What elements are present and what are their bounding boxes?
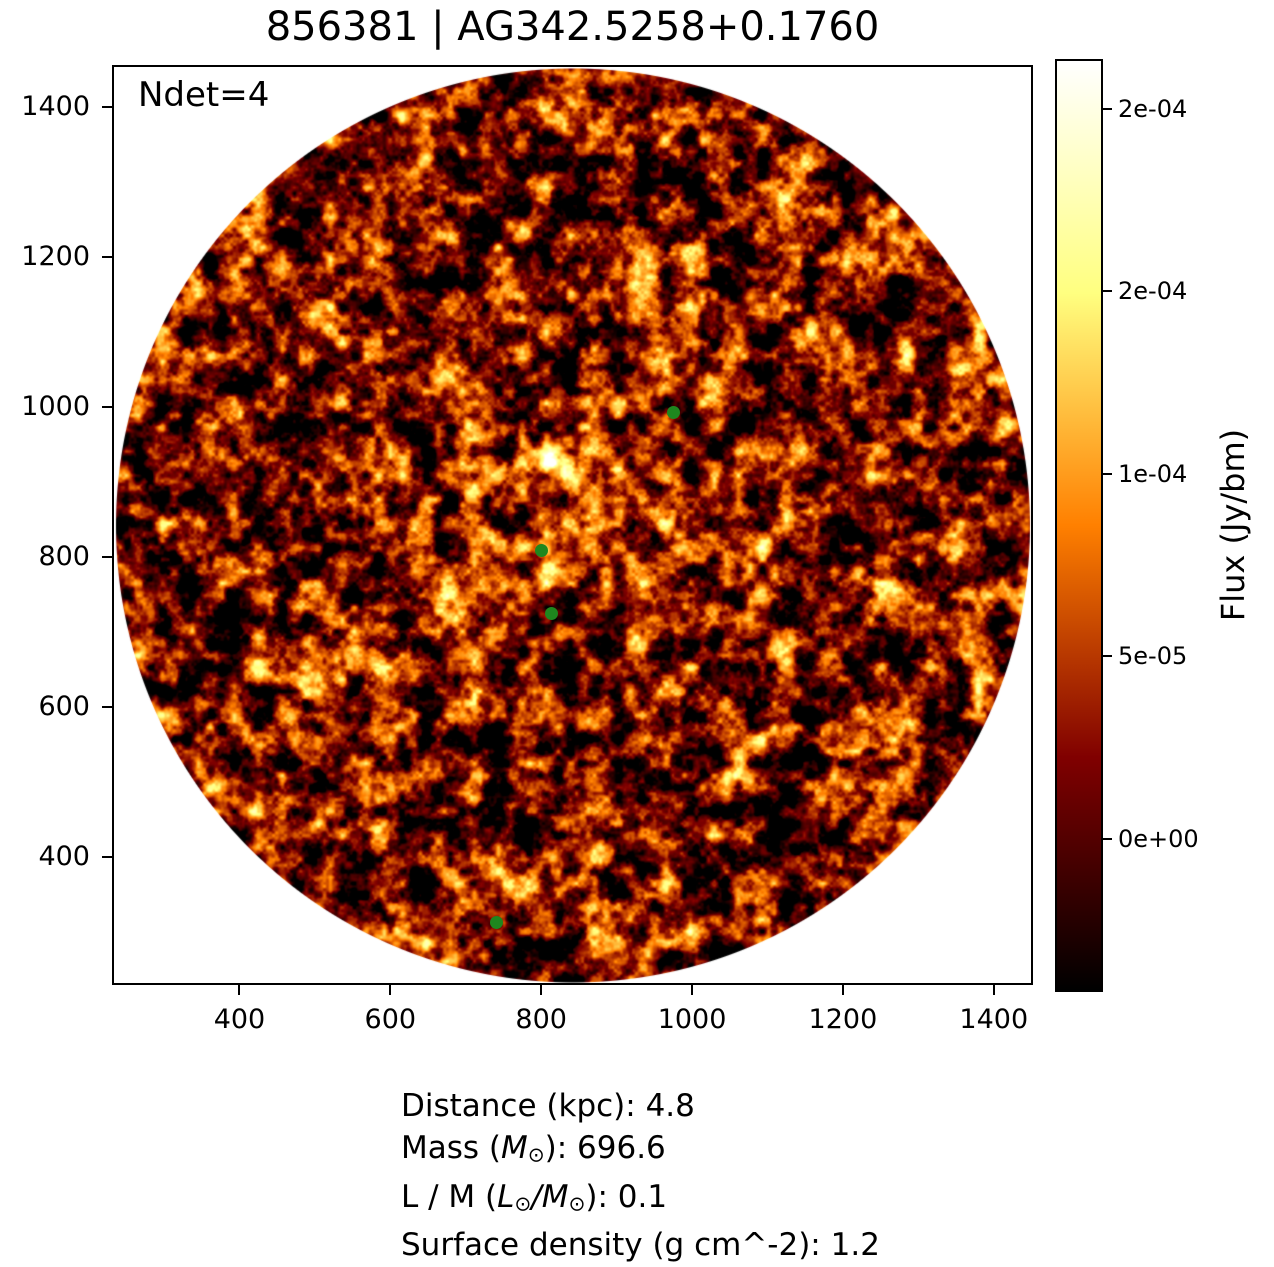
info-text: Mass ( [401, 1130, 501, 1166]
x-tick [389, 985, 392, 995]
x-tick [238, 985, 241, 995]
info-block: Distance (kpc): 4.8 Mass (M⊙): 696.6 L / M… [401, 1085, 880, 1266]
detection-marker [490, 915, 504, 929]
colorbar-tick [1103, 837, 1112, 840]
info-line: Surface density (g cm^-2): 1.2 [401, 1224, 880, 1266]
colorbar-tick [1103, 472, 1112, 475]
x-tick [841, 985, 844, 995]
y-tick [102, 405, 112, 408]
x-tick-label: 1400 [959, 1004, 1029, 1035]
colorbar-tick [1103, 107, 1112, 110]
y-tick [102, 855, 112, 858]
colorbar-tick-label: 2e-04 [1118, 277, 1188, 306]
y-tick-label: 1200 [21, 240, 90, 272]
x-tick-label: 1200 [808, 1004, 878, 1035]
colorbar [1055, 59, 1103, 992]
x-tick [691, 985, 694, 995]
info-text: Distance (kpc): 4.8 [401, 1088, 695, 1124]
x-tick-label: 600 [364, 1004, 417, 1035]
info-text: L [497, 1178, 515, 1215]
y-tick-label: 400 [38, 840, 90, 872]
x-tick-label: 400 [213, 1004, 266, 1035]
info-text: L / M ( [401, 1178, 498, 1215]
y-tick [102, 555, 112, 558]
y-tick [102, 255, 112, 258]
info-text: / [531, 1178, 542, 1215]
info-line: Distance (kpc): 4.8 [401, 1085, 880, 1127]
detection-marker [544, 606, 558, 620]
y-tick-label: 1000 [21, 390, 90, 422]
colorbar-tick-label: 0e+00 [1118, 824, 1199, 853]
info-line: Mass (M⊙): 696.6 [401, 1127, 880, 1176]
info-text: Surface density (g cm^-2): 1.2 [401, 1227, 880, 1264]
detection-marker [535, 544, 549, 558]
axes-frame: Ndet=4 [112, 65, 1033, 985]
colorbar-label: Flux (Jy/bm) [1214, 428, 1252, 622]
y-tick [102, 105, 112, 108]
y-tick-label: 800 [38, 540, 90, 572]
x-tick-label: 1000 [657, 1004, 727, 1035]
x-tick-label: 800 [515, 1004, 567, 1035]
x-tick [992, 985, 995, 995]
sun-symbol: ⊙ [514, 1191, 532, 1216]
colorbar-tick-label: 2e-04 [1118, 94, 1188, 123]
y-tick-label: 1400 [21, 90, 90, 122]
info-line: L / M (L⊙/M⊙): 0.1 [401, 1176, 880, 1225]
y-tick [102, 705, 112, 708]
colorbar-tick [1103, 290, 1112, 293]
info-text: M [541, 1178, 569, 1215]
plot-title: 856381 | AG342.5258+0.1760 [265, 4, 880, 50]
colorbar-tick [1103, 655, 1112, 658]
info-text: M [501, 1130, 528, 1166]
colorbar-tick-label: 5e-05 [1118, 642, 1188, 671]
info-text: ): 0.1 [585, 1178, 668, 1215]
sun-symbol: ⊙ [527, 1142, 545, 1167]
y-tick-label: 600 [38, 690, 90, 722]
x-tick [540, 985, 543, 995]
ndet-annotation: Ndet=4 [138, 75, 270, 115]
colorbar-tick-label: 1e-04 [1118, 459, 1188, 488]
flux-image [114, 67, 1031, 983]
detection-marker [667, 405, 681, 419]
sun-symbol: ⊙ [568, 1191, 586, 1216]
info-text: ): 696.6 [544, 1130, 666, 1166]
